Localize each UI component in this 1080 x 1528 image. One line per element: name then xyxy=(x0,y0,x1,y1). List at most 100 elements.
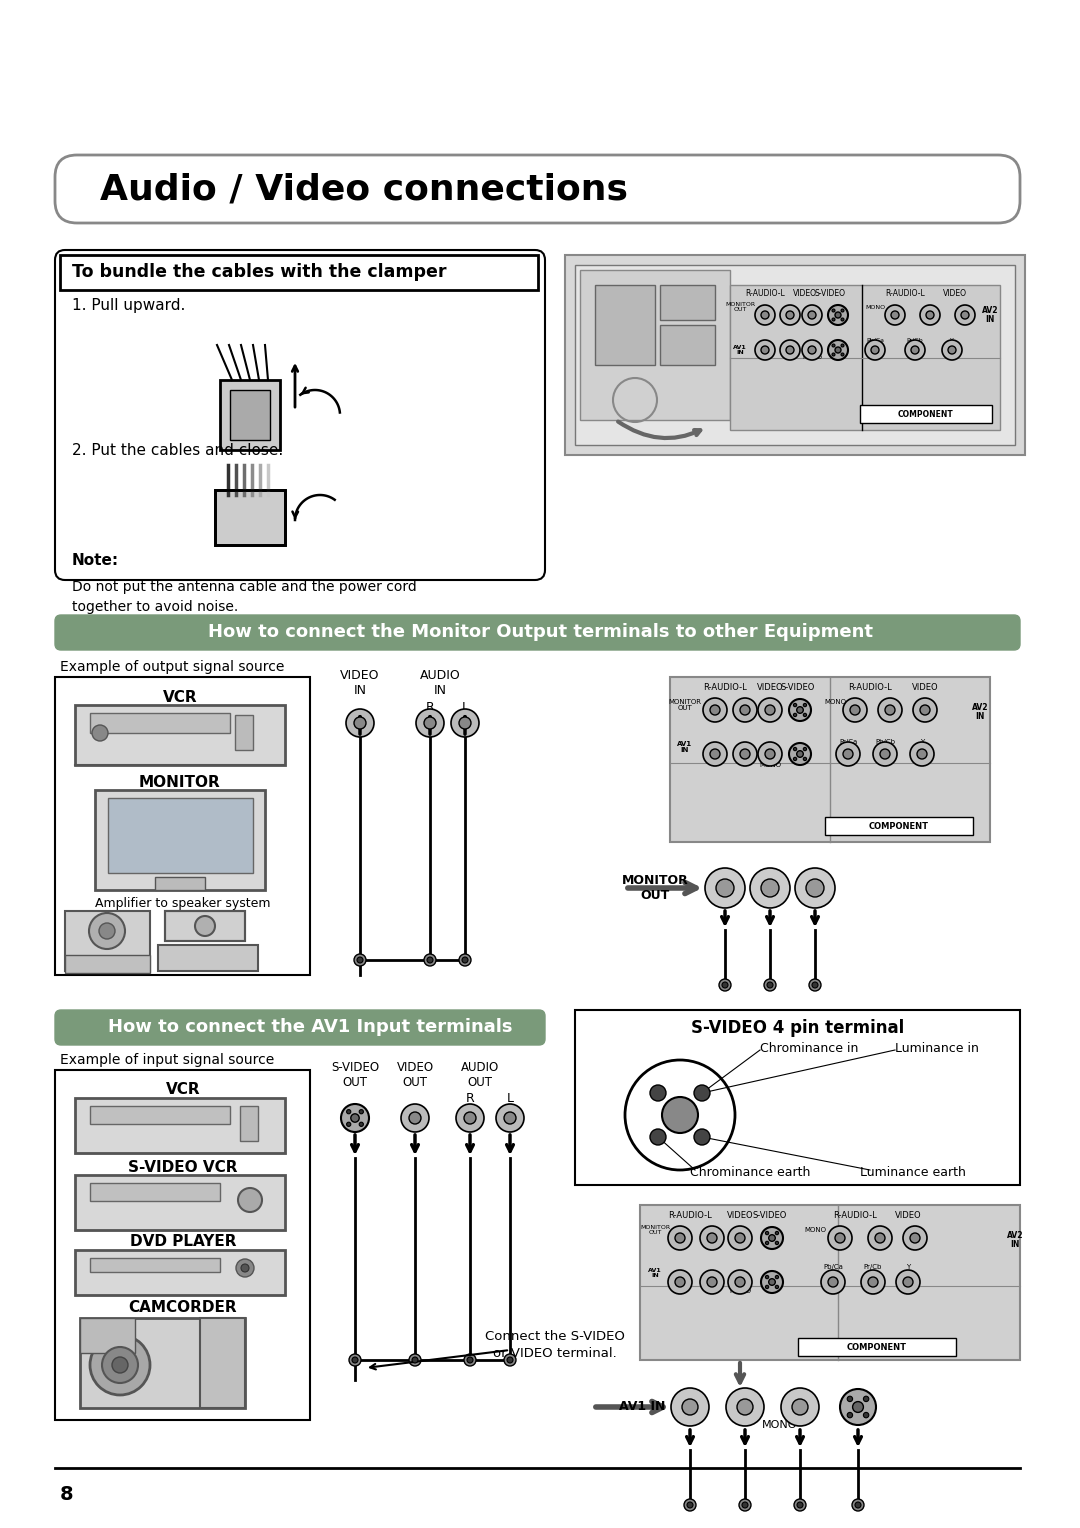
Text: AV1
IN: AV1 IN xyxy=(677,741,692,753)
Circle shape xyxy=(794,747,797,750)
Circle shape xyxy=(705,868,745,908)
Circle shape xyxy=(710,704,720,715)
Circle shape xyxy=(761,1227,783,1248)
Bar xyxy=(798,1339,956,1355)
Circle shape xyxy=(808,345,816,354)
Circle shape xyxy=(675,1277,685,1287)
Circle shape xyxy=(775,1285,779,1288)
Circle shape xyxy=(710,749,720,759)
Text: AV2
IN: AV2 IN xyxy=(1007,1230,1023,1250)
Circle shape xyxy=(875,1233,885,1242)
Circle shape xyxy=(742,1502,748,1508)
Circle shape xyxy=(451,709,480,736)
Text: L: L xyxy=(461,700,469,714)
Bar xyxy=(165,911,245,941)
Circle shape xyxy=(764,979,777,992)
Circle shape xyxy=(809,979,821,992)
Bar xyxy=(660,286,715,319)
Circle shape xyxy=(828,341,848,361)
Circle shape xyxy=(703,743,727,766)
Bar xyxy=(215,490,285,545)
Text: MONO: MONO xyxy=(762,1420,798,1430)
Circle shape xyxy=(716,879,734,897)
Text: VIDEO: VIDEO xyxy=(757,683,783,692)
Bar xyxy=(200,1319,245,1407)
Circle shape xyxy=(802,341,822,361)
Circle shape xyxy=(694,1085,710,1102)
Circle shape xyxy=(750,868,789,908)
Bar xyxy=(55,1070,310,1420)
Circle shape xyxy=(804,703,807,706)
Bar xyxy=(90,714,230,733)
Circle shape xyxy=(926,312,934,319)
Circle shape xyxy=(847,1412,852,1418)
Text: Luminance earth: Luminance earth xyxy=(860,1166,966,1178)
Circle shape xyxy=(195,915,215,937)
Circle shape xyxy=(765,749,775,759)
Text: COMPONENT: COMPONENT xyxy=(847,1343,907,1351)
Text: MONO: MONO xyxy=(804,1227,826,1233)
Text: VIDEO: VIDEO xyxy=(894,1210,921,1219)
Circle shape xyxy=(416,709,444,736)
Circle shape xyxy=(740,704,750,715)
Circle shape xyxy=(905,341,924,361)
Circle shape xyxy=(737,1400,753,1415)
Circle shape xyxy=(878,698,902,723)
Text: VCR: VCR xyxy=(163,689,198,704)
Circle shape xyxy=(870,345,879,354)
Text: How to connect the AV1 Input terminals: How to connect the AV1 Input terminals xyxy=(108,1018,512,1036)
Circle shape xyxy=(828,306,848,325)
Text: R-AUDIO-L: R-AUDIO-L xyxy=(833,1210,877,1219)
Circle shape xyxy=(684,1499,696,1511)
Bar xyxy=(65,955,150,973)
Circle shape xyxy=(675,1233,685,1242)
Circle shape xyxy=(850,704,860,715)
Circle shape xyxy=(955,306,975,325)
Bar xyxy=(90,1106,230,1125)
Bar xyxy=(240,1106,258,1141)
Circle shape xyxy=(797,750,804,758)
Text: AV2
IN: AV2 IN xyxy=(972,703,988,721)
Circle shape xyxy=(868,1225,892,1250)
Text: Pr/Ca: Pr/Ca xyxy=(839,740,858,746)
Circle shape xyxy=(669,1270,692,1294)
Circle shape xyxy=(669,1225,692,1250)
Circle shape xyxy=(728,1270,752,1294)
Circle shape xyxy=(910,1233,920,1242)
Text: MONITOR
OUT: MONITOR OUT xyxy=(622,874,688,902)
Circle shape xyxy=(836,743,860,766)
Bar xyxy=(730,286,1000,429)
Bar xyxy=(235,715,253,750)
Circle shape xyxy=(832,309,835,312)
Text: MONO: MONO xyxy=(729,1288,751,1294)
Circle shape xyxy=(840,1389,876,1426)
Circle shape xyxy=(424,953,436,966)
Circle shape xyxy=(835,312,841,318)
Circle shape xyxy=(625,1060,735,1170)
Circle shape xyxy=(917,749,927,759)
Circle shape xyxy=(920,704,930,715)
Circle shape xyxy=(780,341,800,361)
Circle shape xyxy=(863,1412,868,1418)
Circle shape xyxy=(841,318,843,321)
Bar xyxy=(75,1250,285,1296)
FancyBboxPatch shape xyxy=(55,614,1020,649)
Text: R-AUDIO-L: R-AUDIO-L xyxy=(886,289,924,298)
Text: Pb/Ca: Pb/Ca xyxy=(866,338,885,342)
Circle shape xyxy=(766,1285,769,1288)
Bar xyxy=(158,944,258,970)
Text: Chrominance earth: Chrominance earth xyxy=(690,1166,810,1178)
Circle shape xyxy=(681,1400,698,1415)
Circle shape xyxy=(755,306,775,325)
Circle shape xyxy=(755,341,775,361)
Circle shape xyxy=(703,698,727,723)
Bar xyxy=(156,877,205,889)
FancyBboxPatch shape xyxy=(55,251,545,581)
Circle shape xyxy=(351,1114,360,1122)
Circle shape xyxy=(812,983,818,989)
Circle shape xyxy=(948,345,956,354)
Circle shape xyxy=(456,1105,484,1132)
Bar xyxy=(80,1319,245,1407)
Text: MONO: MONO xyxy=(865,304,886,310)
Text: 2. Put the cables and close.: 2. Put the cables and close. xyxy=(72,443,283,457)
